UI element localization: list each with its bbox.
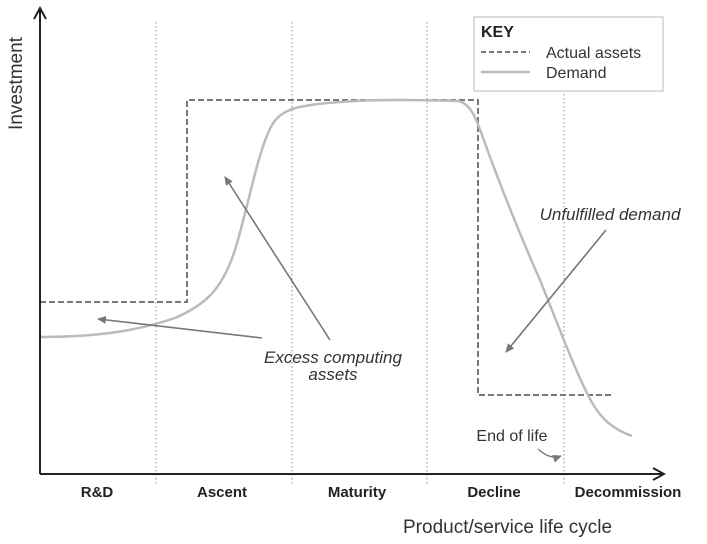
y-axis-title: Investment xyxy=(6,36,27,130)
annotation-excess-line2: assets xyxy=(308,365,358,384)
arrow-excess-up xyxy=(224,176,331,341)
actual-assets-line xyxy=(40,99,614,396)
arrow-end-of-life xyxy=(537,448,562,463)
phase-label-decline: Decline xyxy=(467,484,520,501)
legend-title: KEY xyxy=(481,24,514,41)
phase-label-maturity: Maturity xyxy=(328,484,387,501)
legend-box xyxy=(473,16,664,92)
legend: KEY Actual assets Demand xyxy=(473,16,664,92)
legend-label-demand: Demand xyxy=(546,65,606,82)
arrow-excess-left xyxy=(97,315,263,339)
phase-label-decommission: Decommission xyxy=(575,484,682,501)
annotation-unfulfilled: Unfulfilled demand xyxy=(540,205,681,224)
x-axis-title: Product/service life cycle xyxy=(403,517,612,538)
arrow-unfulfilled xyxy=(505,229,607,353)
annotation-end-of-life: End of life xyxy=(476,428,547,445)
demand-curve xyxy=(39,98,633,438)
annotation-excess-line1: Excess computing xyxy=(264,348,402,367)
phase-label-ascent: Ascent xyxy=(197,484,247,501)
phase-label-rd: R&D xyxy=(81,484,114,501)
legend-label-actual-assets: Actual assets xyxy=(546,45,641,62)
